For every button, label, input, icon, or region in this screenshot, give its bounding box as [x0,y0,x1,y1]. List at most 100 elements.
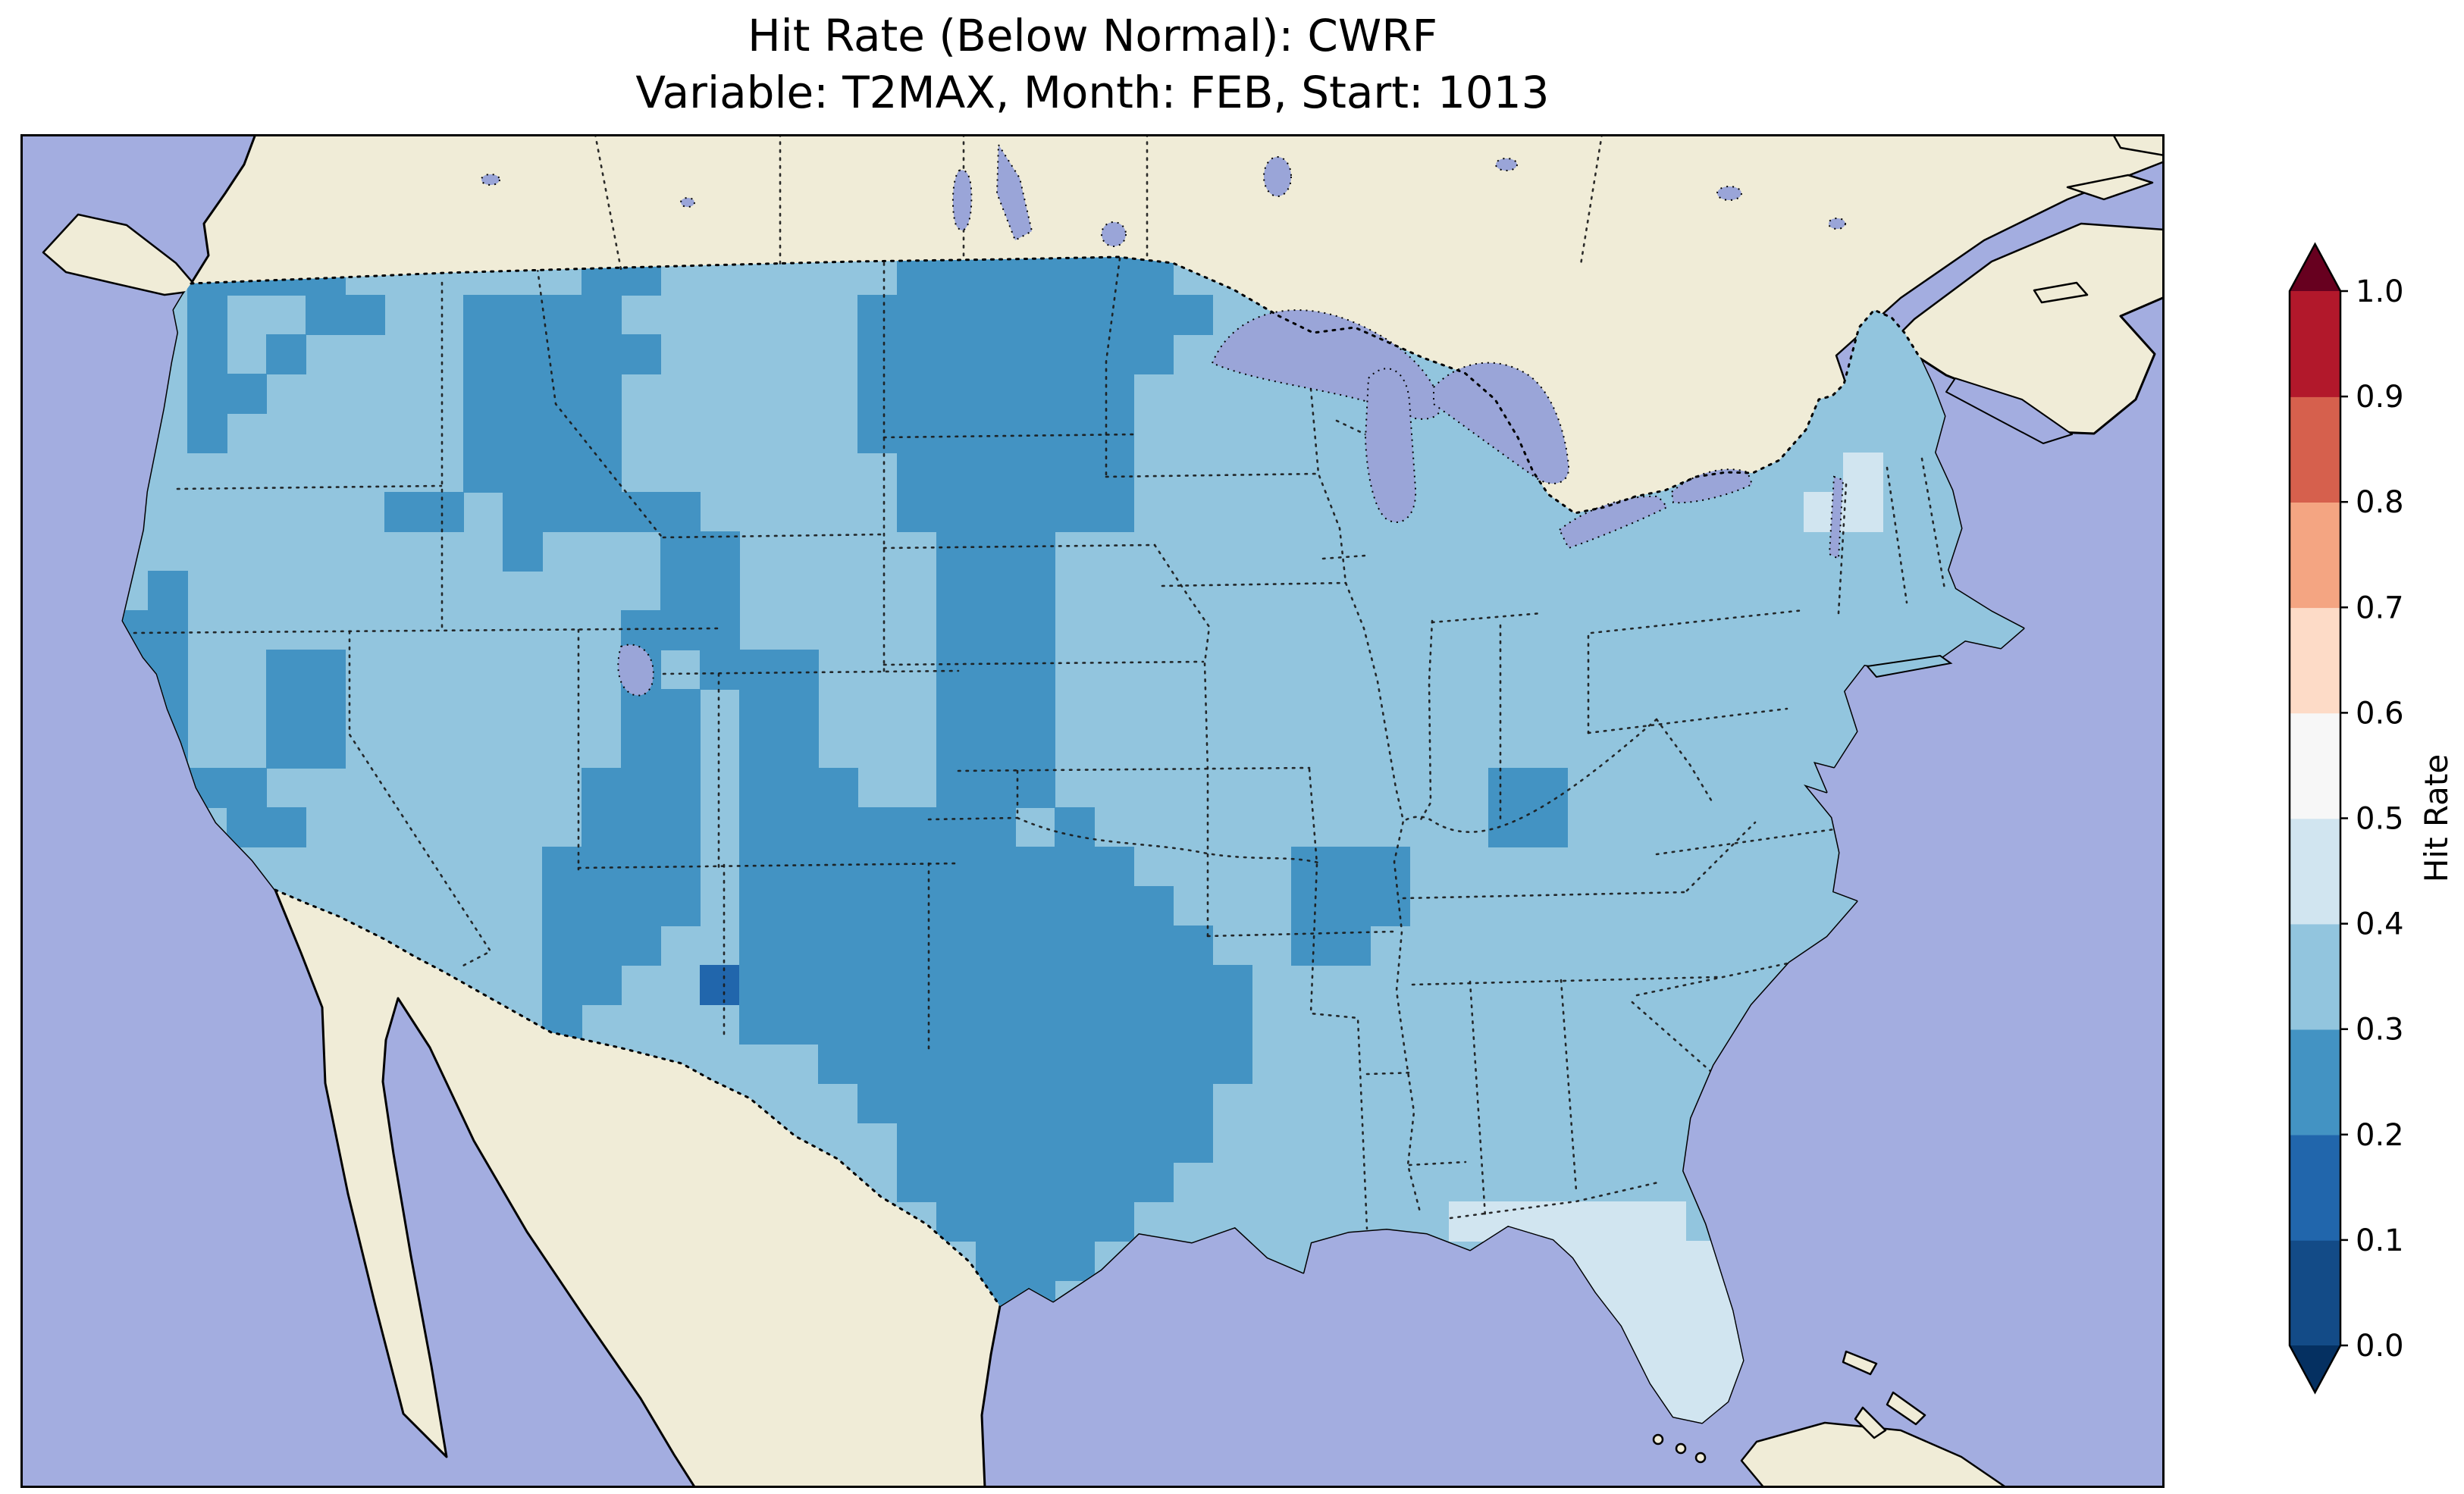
hit-rate-cell [779,807,819,847]
hit-rate-cell [187,413,227,453]
hit-rate-cell [1055,1004,1095,1045]
hit-rate-cell [542,965,582,1005]
hit-rate-cell [739,689,779,729]
hit-rate-cell [306,728,346,769]
hit-rate-cell [1094,1083,1134,1123]
anticosti-island [2066,174,2154,201]
hit-rate-cell [1646,1201,1686,1242]
hit-rate-cell [1685,1280,1726,1320]
hit-rate-cell [818,926,858,966]
hit-rate-cell [976,610,1016,650]
quebec-lake [1716,186,1742,201]
hit-rate-cell [1173,1044,1213,1084]
great-salt-lake [617,644,654,697]
hit-rate-cell [621,886,661,926]
hit-rate-cell [503,295,543,335]
hit-rate-cell [857,926,898,966]
hit-rate-cell [897,374,937,414]
hit-rate-cell [542,492,582,532]
hit-rate-cell [1015,1004,1055,1045]
hit-rate-cell [463,334,503,374]
colorbar-bin [2290,1029,2340,1135]
hit-rate-cell [897,1044,937,1084]
hit-rate-cell [936,926,977,966]
hit-rate-cell [936,847,977,887]
hit-rate-cell [818,965,858,1005]
hit-rate-cell [936,492,977,532]
prairie-lake-small [481,174,500,186]
hit-rate-cell [542,847,582,887]
hit-rate-cell [700,965,740,1005]
hit-rate-cell [621,334,661,374]
hit-rate-cell [148,610,188,650]
hit-rate-cell [897,257,937,296]
hit-rate-cell [1055,1123,1095,1163]
hit-rate-cell [976,374,1016,414]
hit-rate-cell [1370,886,1410,926]
hit-rate-cell [1173,295,1213,335]
hit-rate-cell [976,926,1016,966]
hit-rate-cell [976,413,1016,453]
colorbar-extend-low [2290,1345,2340,1392]
hit-rate-cell [976,807,1016,847]
hit-rate-cell [936,453,977,493]
colorbar-tick-label: 0.4 [2356,907,2404,942]
country-borders [190,255,1922,1308]
hit-rate-cell [306,650,346,690]
hit-rate-cell [582,847,622,887]
hit-rate-cell [1015,453,1055,493]
prairie-lake-small-2 [680,197,695,208]
hit-rate-cell [503,492,543,532]
hit-rate-cell [976,492,1016,532]
colorbar-tick-label: 1.0 [2356,274,2404,309]
hit-rate-cell [660,492,701,532]
hit-rate-cell [936,413,977,453]
hit-rate-cell [1094,926,1134,966]
hit-rate-cell [1331,926,1371,966]
hit-rate-grid [123,257,1883,1423]
hit-rate-cell [857,1044,898,1084]
hit-rate-cell [936,886,977,926]
hit-rate-cell [976,295,1016,335]
hit-rate-cell [1133,334,1174,374]
prince-edward-island [2033,281,2089,304]
colorbar-bin [2290,607,2340,714]
hit-rate-cell [582,374,622,414]
colorbar-tick-label: 0.2 [2356,1118,2404,1153]
chart-title: Hit Rate (Below Normal): CWRF Variable: … [20,8,2165,122]
colorbar-bin [2290,502,2340,609]
hit-rate-cell [1173,926,1213,966]
hit-rate-cell [345,295,385,335]
hit-rate-cell [976,1201,1016,1242]
hit-rate-cell [1094,965,1134,1005]
hit-rate-cell [660,689,701,729]
hit-rate-cell [1646,1320,1686,1360]
hit-rate-cell [503,374,543,414]
hit-rate-cell [1055,1044,1095,1084]
hit-rate-cell [1015,650,1055,690]
hit-rate-cell [621,926,661,966]
hit-rate-cell [1133,1162,1174,1202]
hit-rate-cell [818,768,858,808]
cuba [1740,1421,2008,1488]
hit-rate-cell [621,689,661,729]
hit-rate-cell [976,334,1016,374]
hit-rate-cell [621,728,661,769]
hit-rate-cell [1055,374,1095,414]
hit-rate-cell [1094,847,1134,887]
hit-rate-cell [936,571,977,611]
hit-rate-cell [818,807,858,847]
hit-rate-cell [857,807,898,847]
hit-rate-cell [976,571,1016,611]
hit-rate-cell [1015,847,1055,887]
hit-rate-cell [1173,1004,1213,1045]
hit-rate-cell [187,334,227,374]
hit-rate-cell [1607,1201,1647,1242]
hit-rate-cell [463,295,503,335]
hit-rate-cell [266,807,306,847]
hit-rate-cell [1094,1123,1134,1163]
hit-rate-cell [1015,1044,1055,1084]
colorbar-tick-label: 0.8 [2356,485,2404,520]
hit-rate-cell [266,650,306,690]
lake-erie [1558,495,1669,550]
